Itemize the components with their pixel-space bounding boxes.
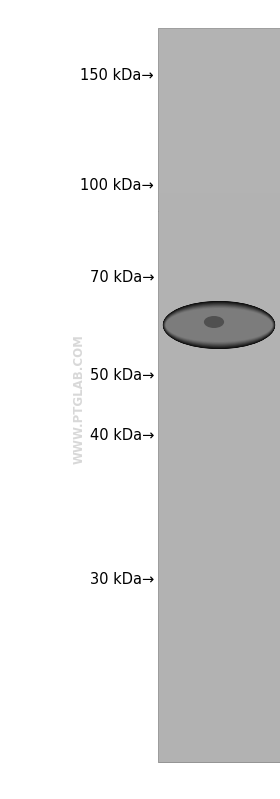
Bar [158,615,280,634]
Bar [158,46,280,65]
Ellipse shape [166,308,272,342]
Ellipse shape [164,304,274,347]
Ellipse shape [163,301,275,348]
Bar [158,175,280,193]
Bar [158,83,280,101]
Text: 70 kDa→: 70 kDa→ [90,271,154,285]
Bar [158,248,280,267]
Ellipse shape [163,302,275,348]
Bar [158,523,280,542]
Ellipse shape [165,307,273,343]
Ellipse shape [165,308,272,343]
Bar [158,725,280,744]
Ellipse shape [164,304,274,346]
Ellipse shape [163,301,275,349]
Ellipse shape [165,305,273,344]
Bar [158,560,280,578]
Ellipse shape [164,302,275,348]
Ellipse shape [204,316,224,328]
Ellipse shape [165,307,273,344]
Ellipse shape [164,304,274,346]
Bar [158,487,280,505]
Ellipse shape [165,306,273,344]
Ellipse shape [164,304,274,347]
Ellipse shape [165,306,273,344]
Text: 50 kDa→: 50 kDa→ [90,368,154,383]
Ellipse shape [164,304,274,346]
Ellipse shape [165,306,273,344]
Bar [158,431,280,450]
Ellipse shape [165,308,272,343]
Bar [158,212,280,230]
Bar [158,505,280,523]
Bar [158,304,280,322]
Bar [158,707,280,725]
Bar [158,376,280,395]
Bar [158,101,280,120]
Ellipse shape [165,307,273,343]
Bar [158,28,280,46]
Ellipse shape [165,307,273,344]
Ellipse shape [164,304,274,345]
Ellipse shape [166,308,272,341]
Ellipse shape [164,304,274,346]
Ellipse shape [164,304,274,345]
Bar [158,468,280,487]
Ellipse shape [163,302,275,348]
Ellipse shape [163,301,275,348]
Bar [158,340,280,358]
Bar [158,450,280,468]
Ellipse shape [164,303,274,348]
Bar [158,230,280,248]
Ellipse shape [165,305,274,345]
Bar [158,322,280,340]
Bar [158,138,280,157]
Ellipse shape [164,304,274,347]
Bar [158,120,280,138]
Text: 100 kDa→: 100 kDa→ [80,177,154,193]
Bar [158,28,280,762]
Ellipse shape [163,302,275,348]
Bar [158,395,280,413]
Text: 40 kDa→: 40 kDa→ [90,427,154,443]
Ellipse shape [163,302,275,348]
Ellipse shape [164,303,274,347]
Ellipse shape [165,308,272,342]
Bar [158,157,280,175]
Text: WWW.PTGLAB.COM: WWW.PTGLAB.COM [73,335,85,464]
Bar [158,597,280,615]
Ellipse shape [166,308,272,342]
Ellipse shape [166,308,272,342]
Ellipse shape [164,305,274,345]
Bar [158,578,280,597]
Ellipse shape [164,303,274,348]
Ellipse shape [163,301,275,349]
Bar [158,285,280,304]
Bar [158,413,280,431]
Bar [158,267,280,285]
Ellipse shape [165,307,273,344]
Bar [158,193,280,212]
Bar [158,689,280,707]
Ellipse shape [164,303,274,347]
Ellipse shape [166,308,272,342]
Ellipse shape [165,305,273,344]
Text: 30 kDa→: 30 kDa→ [90,573,154,587]
Ellipse shape [165,306,273,344]
Ellipse shape [165,306,273,344]
Text: 150 kDa→: 150 kDa→ [80,67,154,82]
Bar [158,652,280,670]
Bar [158,744,280,762]
Bar [158,542,280,560]
Bar [158,358,280,376]
Bar [158,65,280,83]
Bar [158,634,280,652]
Bar [158,670,280,689]
Ellipse shape [164,304,274,346]
